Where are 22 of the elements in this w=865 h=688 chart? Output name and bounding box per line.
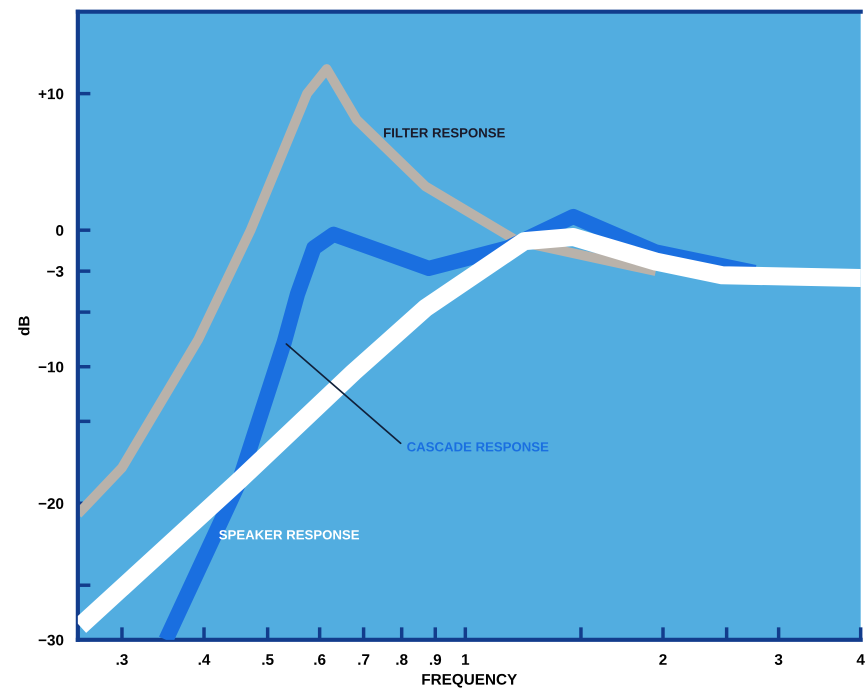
- x-tick-label: 4: [856, 654, 865, 665]
- y-tick-label: +10: [38, 88, 64, 100]
- x-tick-label: .3: [116, 654, 128, 665]
- y-tick-label: −30: [38, 634, 64, 646]
- y-tick-label: −20: [38, 498, 64, 509]
- y-tick-label: −10: [38, 362, 64, 372]
- y-tick-label: 0: [56, 225, 64, 236]
- x-tick-label: 2: [659, 654, 667, 665]
- x-tick-label: .8: [396, 654, 408, 665]
- y-tick-label: −3: [47, 266, 64, 277]
- x-tick-label: .5: [262, 654, 274, 665]
- x-axis-title: FREQUENCY: [422, 674, 517, 688]
- x-tick-label: .4: [198, 654, 210, 665]
- x-tick-label: .9: [430, 654, 442, 665]
- text: CASCADE RESPONSE: [407, 442, 548, 452]
- x-tick-label: .6: [314, 654, 326, 665]
- x-tick-label: 3: [774, 654, 782, 665]
- y-axis-title: dB: [18, 316, 30, 336]
- x-tick-label: .7: [358, 654, 370, 665]
- series-label: SPEAKER RESPONSE: [219, 530, 360, 540]
- x-tick-label: 1: [462, 654, 470, 665]
- series-label: FILTER RESPONSE: [384, 128, 505, 138]
